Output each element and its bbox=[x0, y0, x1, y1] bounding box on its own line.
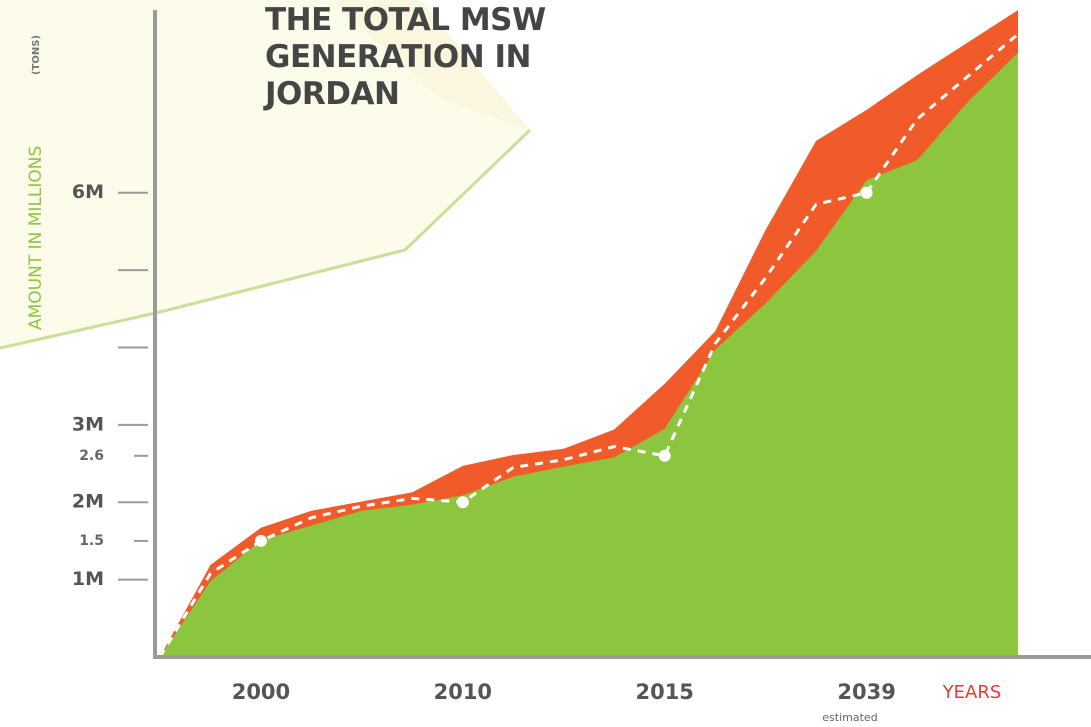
x-tick-label: 2010 bbox=[434, 680, 492, 704]
y-tick-label: 3M bbox=[72, 413, 104, 435]
point bbox=[255, 535, 267, 547]
y-tick-label: 6M bbox=[72, 181, 104, 203]
x-tick-label: 2039 bbox=[837, 680, 895, 704]
point bbox=[659, 450, 671, 462]
note: estimated bbox=[822, 711, 877, 724]
page: AMOUNT IN MILLIONS (TONS) YEARS estimate… bbox=[0, 0, 1091, 727]
y-axis-unit: (TONS) bbox=[31, 35, 42, 75]
y-axis-label: AMOUNT IN MILLIONS bbox=[26, 146, 46, 330]
chart-title: THE TOTAL MSW GENERATION IN JORDAN bbox=[265, 2, 585, 113]
point bbox=[457, 496, 469, 508]
y-tick-label: 2M bbox=[72, 491, 104, 513]
x-tick-label: 2000 bbox=[232, 680, 290, 704]
x-axis-label: YEARS bbox=[942, 682, 1002, 703]
y-tick-label: 1.5 bbox=[79, 533, 104, 549]
x-tick-label: 2015 bbox=[635, 680, 693, 704]
y-tick-label: 2.6 bbox=[79, 448, 104, 464]
y-tick-label: 1M bbox=[72, 568, 104, 590]
point bbox=[861, 187, 873, 199]
